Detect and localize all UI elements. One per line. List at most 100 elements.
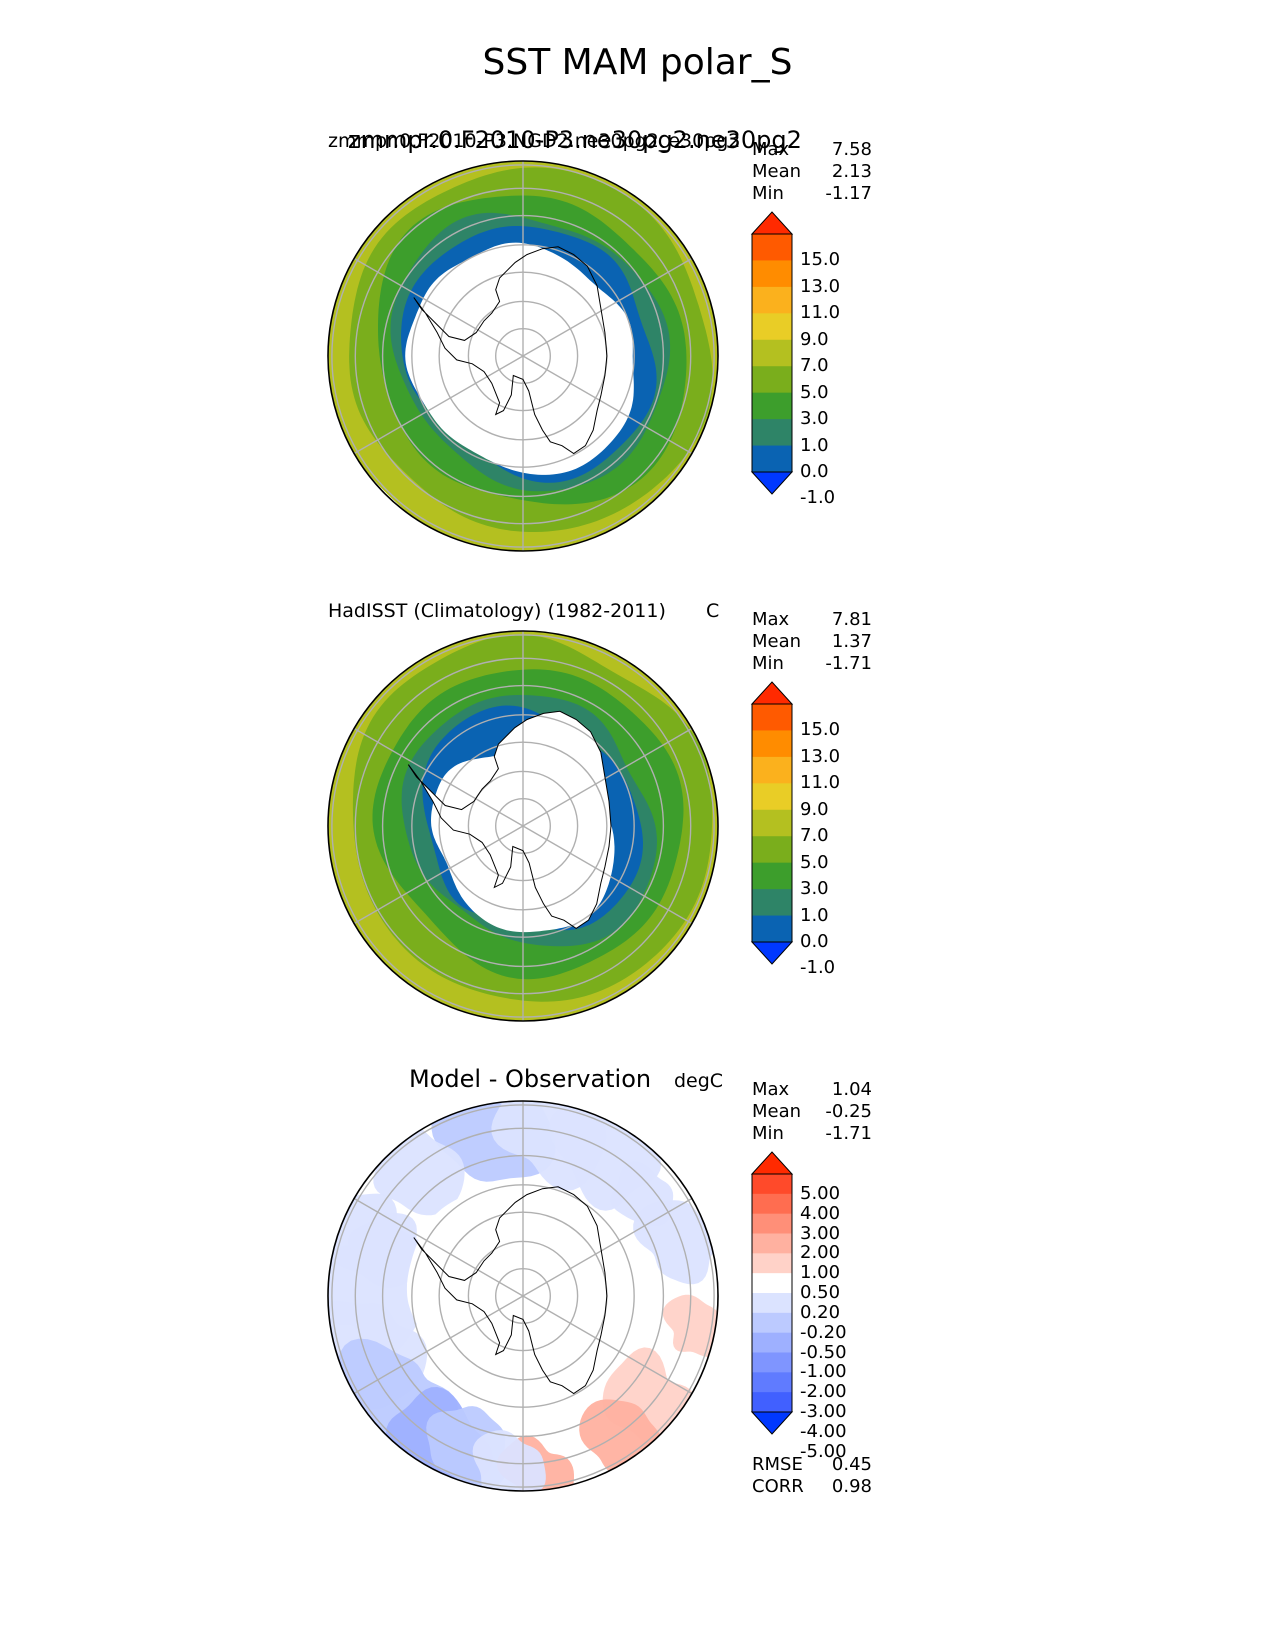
colorbar-frame [751,703,793,943]
colorbar-extend-min [750,941,794,965]
map-clip-group [328,161,718,551]
colorbar-frame [751,233,793,473]
colorbar-frame [751,1173,793,1413]
map-boundary [327,1100,719,1492]
panel1-stat-mean-label: Mean [752,161,802,182]
panel1-stat-min-label: Min [752,183,784,204]
map-boundary [327,160,719,552]
colorbar-segment [752,889,792,917]
colorbar-tick-label: 9.0 [800,328,829,350]
colorbar-tick-label: 11.0 [800,772,841,794]
panel1-polar-map [327,160,719,552]
metric-rmse-label: RMSE [752,1454,803,1475]
panel3-stat-mean-label: Mean [752,1101,802,1122]
colorbar-tick-label: 1.0 [800,904,829,926]
longitude-gridline [336,825,524,934]
colorbar-segment [752,1312,792,1334]
panel3-stats: Max 1.04 Mean -0.25 Min -1.71 [752,1079,872,1145]
longitude-gridline [336,1295,524,1404]
colorbar-tick-label: 0.0 [800,931,829,952]
panel2-stat-min-label: Min [752,653,784,674]
metric-corr-label: CORR [752,1476,804,1497]
metric-rmse-value: 0.45 [831,1454,872,1475]
colorbar-tick-label: -2.00 [800,1381,847,1403]
longitude-gridline [522,355,710,464]
colorbar-segment [752,1213,792,1234]
panel3-stat-min-value: -1.71 [825,1123,872,1144]
map-clip-group [328,631,718,1021]
colorbar-tick-label: -4.00 [800,1420,847,1442]
colorbar-tick-label: 0.20 [800,1301,841,1323]
panel2-colorbar [750,681,794,965]
panel2-stats: Max 7.81 Mean 1.37 Min -1.71 [752,609,872,675]
colorbar-segment [752,704,792,731]
colorbar-extend-min [750,1411,794,1435]
longitude-gridline [522,825,710,934]
colorbar-segment [752,915,792,943]
panel2-stat-max-value: 7.81 [831,609,872,630]
colorbar-tick-label: 7.0 [800,825,829,847]
longitude-gridline [522,1188,710,1297]
panel1-stat-min-value: -1.17 [825,183,872,204]
colorbar-segment [752,445,792,473]
colorbar-segment [752,366,792,394]
colorbar-segment [752,1372,792,1393]
colorbar-tick-label: 15.0 [800,249,841,271]
colorbar-tick-label: -1.00 [800,1361,847,1383]
colorbar-extend-max [750,681,794,705]
panel2-colorbar-ticks: 15.0 13.0 11.0 9.0 7.0 5.0 3.0 1.0 0.0 -1.0 [800,682,880,978]
diff-patch [662,1294,718,1357]
colorbar-tick-label: 13.0 [800,275,841,297]
colorbar-tick-label: -0.50 [800,1341,847,1363]
metric-corr-value: 0.98 [831,1476,872,1497]
panel1-colorbar-ticks: 15.0 13.0 11.0 9.0 7.0 5.0 3.0 1.0 0.0 -1.0 [800,212,880,508]
colorbar-segment [752,1193,792,1215]
colorbar-segment [752,1174,792,1195]
map-clip-group [328,1101,718,1491]
panel3-stat-min-label: Min [752,1123,784,1144]
colorbar-tick-label: 11.0 [800,302,841,324]
panel2-stat-mean-value: 1.37 [831,631,872,652]
colorbar-segment [752,1332,792,1353]
colorbar-segment [752,756,792,784]
colorbar-tick-label: 3.0 [800,878,829,900]
colorbar-tick-label: 5.0 [800,381,829,403]
colorbar-tick-label: 1.00 [800,1262,841,1284]
panel3-title-units: degC [674,1070,724,1092]
colorbar-tick-label: 7.0 [800,355,829,377]
colorbar-tick-label: 0.0 [800,461,829,482]
map-boundary [327,630,719,1022]
panel1-stat-max-value: 7.58 [831,139,872,160]
colorbar-tick-label: 5.00 [800,1182,841,1204]
antarctica-coastline [413,246,608,455]
colorbar-segment [752,313,792,341]
panel3-stat-max-value: 1.04 [831,1079,872,1100]
colorbar-segment [752,1293,792,1314]
colorbar-segment [752,730,792,758]
panel3-stat-max-label: Max [752,1079,790,1100]
diff-patch [610,1161,674,1226]
figure-title: SST MAM polar_S [482,42,793,83]
colorbar-segment [752,809,792,837]
panel1-stat-max-label: Max [752,139,790,160]
panel3-stat-mean-value: -0.25 [825,1101,872,1122]
colorbar-tick-label: -5.00 [800,1440,847,1462]
colorbar-tick-label: 3.00 [800,1222,841,1244]
colorbar-segment [752,836,792,864]
panel3-colorbar-ticks: 5.00 4.00 3.00 2.00 1.00 0.50 0.20 -0.20 -0.50 -1… [800,1152,880,1462]
colorbar-tick-label: 1.0 [800,434,829,456]
longitude-gridline [336,355,524,464]
colorbar-segment [752,419,792,447]
colorbar-tick-label: 3.0 [800,408,829,430]
longitude-gridline [522,1295,710,1404]
panel2-polar-map [327,630,719,1022]
colorbar-segment [752,862,792,890]
colorbar-tick-label: 4.00 [800,1202,841,1224]
colorbar-tick-label: -1.0 [800,957,836,979]
colorbar-segment [752,1352,792,1373]
colorbar-tick-label: 15.0 [800,719,841,741]
panel1-title-left: zmmpr.0.F2010-P3.NGD2.ne30pg2_e30pg2 [328,130,741,152]
colorbar-extend-min [750,471,794,495]
longitude-gridline [336,248,524,357]
panel2-stat-max-label: Max [752,609,790,630]
